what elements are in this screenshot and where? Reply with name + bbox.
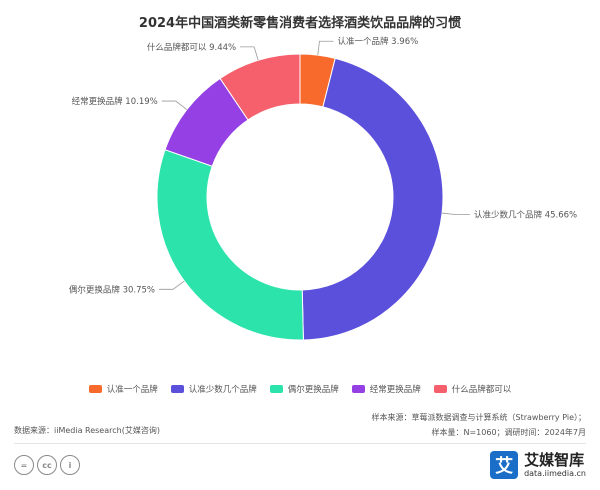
data-source: 数据来源：iiMedia Research(艾媒咨询) [14,426,160,435]
brand-url: data.iimedia.cn [524,468,586,478]
slice-label-3: 经常更换品牌 10.19% [72,96,158,107]
chart-title: 2024年中国酒类新零售消费者选择酒类饮品品牌的习惯 [138,16,462,31]
leader-line-4 [240,46,259,61]
slice-label-4: 什么品牌都可以 9.44% [147,42,236,53]
footer-divider [14,443,586,444]
legend-item-3: 经常更换品牌 [351,383,421,395]
equals-icon: = [14,455,34,475]
legend-label-2: 偶尔更换品牌 [287,385,339,395]
legend-swatch-4 [433,385,447,393]
donut-slice-2 [156,149,304,341]
sample-info: 样本来源：草莓派数据调查与计算系统（Strawberry Pie）； 样本量：N… [372,410,586,440]
legend-item-4: 什么品牌都可以 [433,383,512,395]
leader-line-2 [159,280,185,290]
legend-label-4: 什么品牌都可以 [451,385,512,395]
brand-logo-icon: 艾 [490,451,519,479]
legend-item-1: 认准少数几个品牌 [170,383,257,395]
leader-line-3 [161,100,188,110]
legend-swatch-0 [88,385,102,393]
donut-chart: 认准一个品牌 3.96% 认准少数几个品牌 45.66% 偶尔更换品牌 30.75%… [69,36,577,341]
sample-source: 样本来源：草莓派数据调查与计算系统（Strawberry Pie）； [371,413,586,422]
legend-item-0: 认准一个品牌 [88,383,158,395]
slice-label-2: 偶尔更换品牌 30.75% [69,284,155,295]
legend-swatch-3 [351,385,365,393]
legend-swatch-2 [269,385,283,393]
license-icons: = cc i [14,455,80,475]
legend-item-2: 偶尔更换品牌 [269,383,339,395]
leader-line-1 [442,212,471,216]
donut-slice-4 [219,53,301,121]
slice-label-0: 认准一个品牌 3.96% [337,36,418,47]
legend-label-0: 认准一个品牌 [106,385,158,395]
slice-label-1: 认准少数几个品牌 45.66% [474,210,577,221]
sample-size: 样本量：N=1060；调研时间：2024年7月 [431,428,587,437]
legend-swatch-1 [170,385,184,393]
legend-label-3: 经常更换品牌 [369,385,421,395]
leader-line-0 [317,40,334,56]
donut-slice-1 [301,57,444,341]
brand-name: 艾媒智库 [524,450,585,469]
brand-mark: 艾 艾媒智库 data.iimedia.cn [490,451,586,479]
chart-legend: 认准一个品牌 认准少数几个品牌 偶尔更换品牌 经常更换品牌 什么品牌都可以 [0,383,600,395]
person-icon: i [60,455,80,475]
legend-label-1: 认准少数几个品牌 [188,385,257,395]
cc-icon: cc [37,455,57,475]
